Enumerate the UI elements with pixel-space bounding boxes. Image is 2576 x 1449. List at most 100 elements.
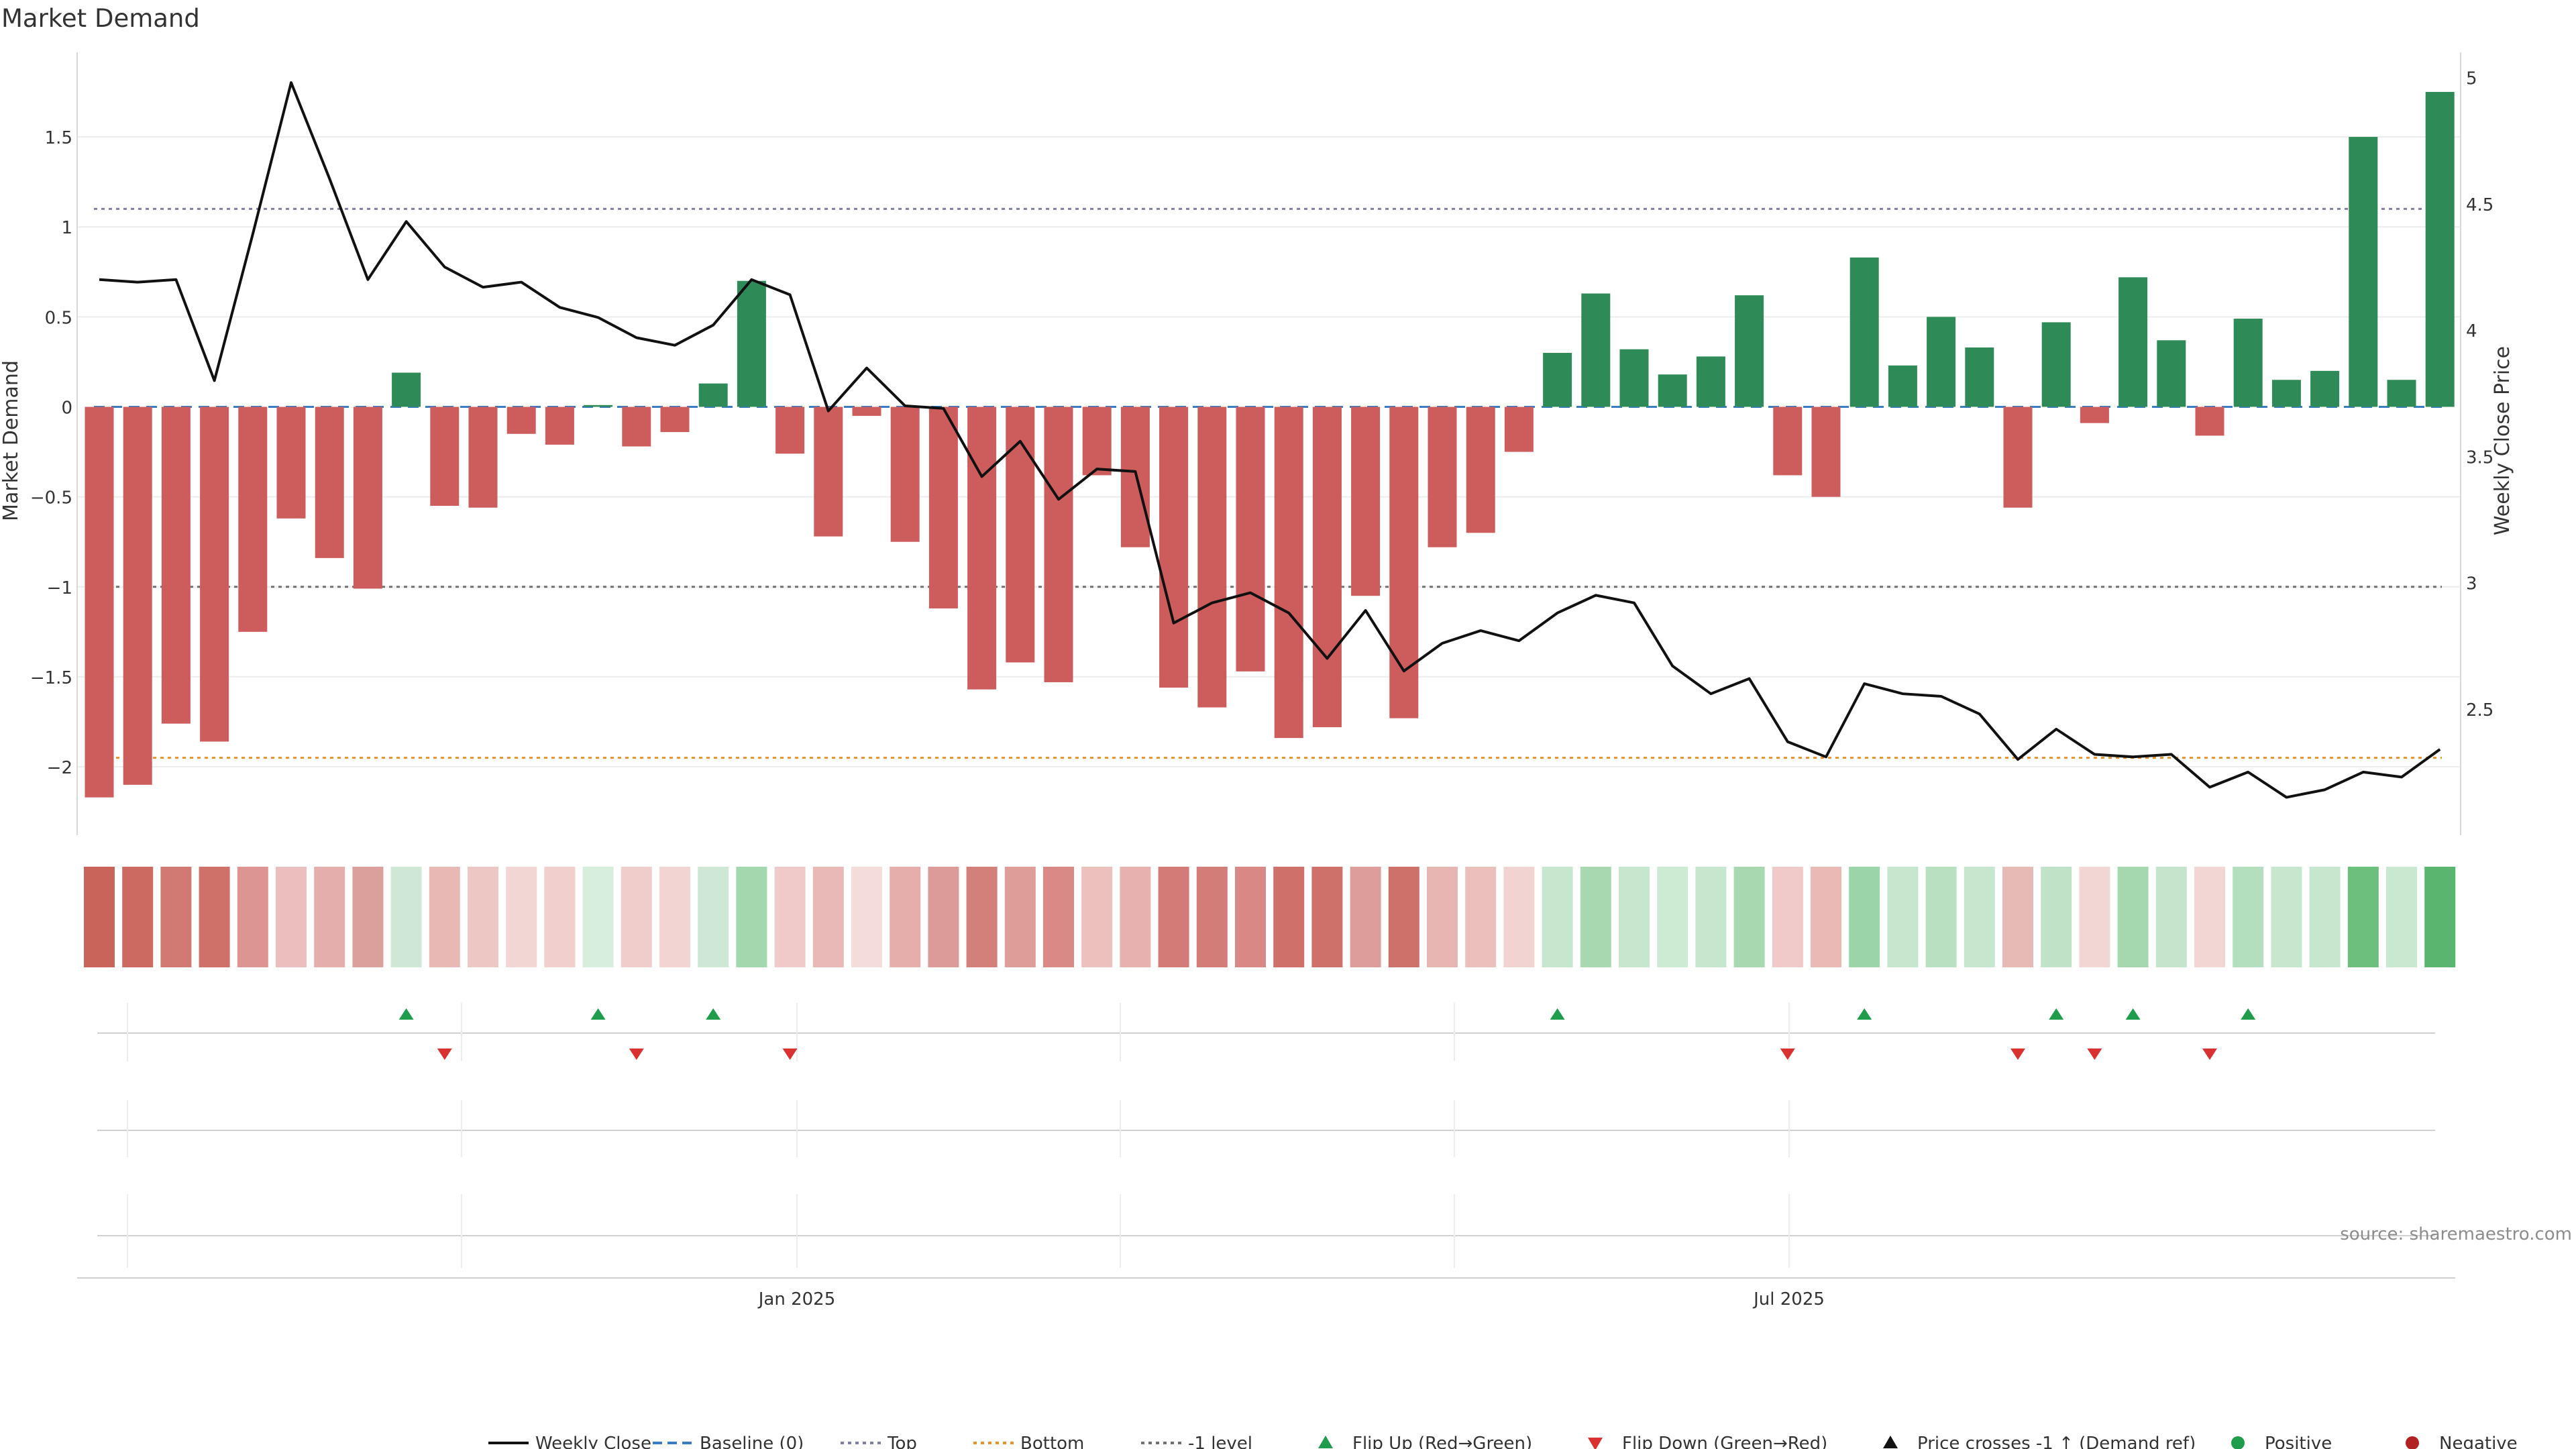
demand-bar	[1312, 407, 1342, 728]
demand-bar	[1120, 407, 1150, 547]
legend-item: Flip Down (Green→Red)	[1588, 1434, 1827, 1449]
demand-bar	[2271, 380, 2301, 407]
y2-tick-label: 4	[2466, 321, 2477, 341]
legend-item: Price crosses -1 ↑ (Demand ref)	[1883, 1434, 2196, 1449]
strip-cell	[2079, 867, 2110, 967]
y2-tick-label: 5	[2466, 69, 2477, 89]
reference-lines	[94, 207, 2442, 759]
legend-swatch	[2406, 1436, 2419, 1449]
demand-bar	[1658, 374, 1687, 407]
price-line-group	[99, 81, 2441, 799]
demand-bar	[2349, 137, 2378, 407]
strip-cell	[2117, 867, 2149, 967]
strip-cell	[1772, 867, 1803, 967]
demand-bar	[468, 407, 498, 508]
demand-bar	[2195, 407, 2224, 436]
legend-swatch	[1318, 1436, 1333, 1448]
flip-up-marker	[706, 1008, 721, 1020]
strip-cell	[352, 867, 384, 967]
legend-item: Bottom	[973, 1434, 1084, 1449]
flip-down-marker	[629, 1049, 644, 1060]
legend-label: Top	[887, 1434, 917, 1449]
flip-down-marker	[2202, 1049, 2217, 1060]
x-axis-ticks: Jan 2025 Jul 2025	[757, 1289, 1825, 1309]
legend-label: Negative	[2439, 1434, 2518, 1449]
demand-bar	[238, 407, 268, 632]
y2-axis-ticks: 5 4.5 4 3.5 3 2.5	[2466, 69, 2493, 720]
y-axis-ticks: 1.5 1 0.5 0 −0.5 −1 −1.5 −2	[30, 128, 72, 778]
legend-label: Flip Down (Green→Red)	[1622, 1434, 1827, 1449]
strip-cell	[468, 867, 498, 967]
demand-bar	[1811, 407, 1841, 497]
legend-item: Flip Up (Red→Green)	[1318, 1434, 1532, 1449]
strip-cell	[390, 867, 422, 967]
strip-cell	[544, 867, 576, 967]
demand-bar	[506, 407, 536, 434]
strip-cell	[1196, 867, 1228, 967]
strip-cell	[2233, 867, 2264, 967]
demand-bar	[1619, 349, 1649, 407]
demand-bar	[2118, 277, 2148, 407]
strip-cell	[774, 867, 806, 967]
strip-cell	[1043, 867, 1074, 967]
flip-up-marker	[1857, 1008, 1872, 1020]
demand-bar	[1466, 407, 1495, 533]
demand-bar	[1197, 407, 1227, 708]
strip-cell	[1619, 867, 1650, 967]
legend-item: Positive	[2231, 1434, 2332, 1449]
strip-cell	[659, 867, 690, 967]
strip-cell	[1465, 867, 1497, 967]
strip-cell	[506, 867, 537, 967]
demand-bar	[161, 407, 191, 724]
strip-cell	[1235, 867, 1266, 967]
strip-cell	[1273, 867, 1305, 967]
demand-bar	[852, 407, 881, 416]
legend-label: Bottom	[1020, 1434, 1084, 1449]
weekly-close-line	[99, 81, 2441, 799]
y-tick-label: −1.5	[30, 668, 72, 688]
demand-bar	[1849, 257, 1879, 407]
flip-up-marker	[398, 1008, 414, 1020]
demand-bar	[123, 407, 152, 785]
demand-bar	[584, 405, 613, 407]
demand-bar	[430, 407, 460, 506]
demand-bar	[545, 407, 574, 445]
strip-cell	[1925, 867, 1957, 967]
legend-label: Price crosses -1 ↑ (Demand ref)	[1917, 1434, 2196, 1449]
strip-cell	[160, 867, 192, 967]
demand-bar	[1351, 407, 1381, 596]
strip-cell	[698, 867, 729, 967]
strip-cell	[2424, 867, 2456, 967]
strip-cell	[122, 867, 154, 967]
y-tick-label: 1.5	[45, 128, 72, 148]
demand-bar	[1696, 356, 1725, 407]
demand-bar	[2425, 92, 2455, 407]
flip-down-marker	[1780, 1049, 1795, 1060]
y-tick-label: −1	[47, 578, 72, 598]
demand-bar	[928, 407, 958, 608]
demand-bar	[967, 407, 997, 690]
y2-tick-label: 4.5	[2466, 195, 2493, 215]
demand-bar	[2041, 322, 2071, 407]
y2-tick-label: 2.5	[2466, 700, 2493, 720]
demand-bar	[1927, 317, 1956, 407]
strip-cell	[1120, 867, 1151, 967]
strip-cell	[1849, 867, 1880, 967]
demand-bar	[2310, 370, 2340, 407]
flip-down-marker	[782, 1049, 798, 1060]
strip-cell	[1964, 867, 1995, 967]
strip-cell	[1503, 867, 1535, 967]
y2-tick-label: 3	[2466, 574, 2477, 594]
strip-cell	[2002, 867, 2033, 967]
demand-bar	[1389, 407, 1419, 718]
strip-cell	[2347, 867, 2379, 967]
demand-heat-strip	[84, 867, 2456, 967]
demand-bar	[622, 407, 651, 447]
strip-cell	[1427, 867, 1458, 967]
demand-bar	[1543, 353, 1572, 407]
demand-bar	[1082, 407, 1112, 476]
flip-up-marker	[1550, 1008, 1565, 1020]
flip-down-marker	[437, 1049, 452, 1060]
demand-bar	[1581, 293, 1611, 407]
strip-cell	[1657, 867, 1688, 967]
